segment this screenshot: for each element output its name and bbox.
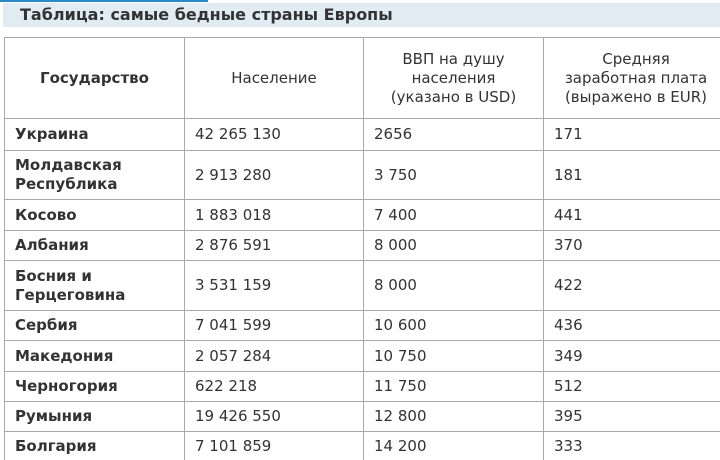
- salary-cell: 422: [543, 260, 720, 311]
- table-row: Македония 2 057 284 10 750 349: [4, 340, 720, 372]
- salary-cell: 333: [543, 431, 720, 460]
- gdp-cell: 8 000: [363, 260, 544, 311]
- country-cell: Албания: [4, 230, 185, 261]
- country-cell: Косово: [4, 199, 185, 231]
- population-cell: 19 426 550: [184, 401, 364, 432]
- population-cell: 2 913 280: [184, 150, 364, 200]
- salary-cell: 441: [543, 199, 720, 231]
- population-cell: 3 531 159: [184, 260, 364, 311]
- table-row: Черногория 622 218 11 750 512: [4, 371, 720, 402]
- population-cell: 2 057 284: [184, 340, 364, 372]
- title-bar: Таблица: самые бедные страны Европы: [3, 3, 720, 27]
- header-gdp: ВВП на душу населения (указано в USD): [363, 37, 544, 119]
- header-country: Государство: [4, 37, 185, 119]
- gdp-cell: 2656: [363, 118, 544, 151]
- salary-cell: 181: [543, 150, 720, 200]
- country-cell: Украина: [4, 118, 185, 151]
- country-cell: Сербия: [4, 310, 185, 341]
- table-row: Косово 1 883 018 7 400 441: [4, 199, 720, 231]
- salary-cell: 436: [543, 310, 720, 341]
- salary-cell: 395: [543, 401, 720, 432]
- table-row: Украина 42 265 130 2656 171: [4, 118, 720, 151]
- table-row: Сербия 7 041 599 10 600 436: [4, 310, 720, 341]
- salary-cell: 349: [543, 340, 720, 372]
- gdp-cell: 3 750: [363, 150, 544, 200]
- table-row: Румыния 19 426 550 12 800 395: [4, 401, 720, 432]
- population-cell: 7 041 599: [184, 310, 364, 341]
- table-row: Албания 2 876 591 8 000 370: [4, 230, 720, 261]
- salary-cell: 370: [543, 230, 720, 261]
- table-row: Босния и Герцеговина 3 531 159 8 000 422: [4, 260, 720, 311]
- gdp-cell: 10 600: [363, 310, 544, 341]
- population-cell: 7 101 859: [184, 431, 364, 460]
- header-row: Государство Население ВВП на душу населе…: [4, 37, 720, 119]
- country-cell: Румыния: [4, 401, 185, 432]
- header-population: Население: [184, 37, 364, 119]
- country-cell: Болгария: [4, 431, 185, 460]
- country-cell: Македония: [4, 340, 185, 372]
- population-cell: 2 876 591: [184, 230, 364, 261]
- salary-cell: 171: [543, 118, 720, 151]
- gdp-cell: 10 750: [363, 340, 544, 372]
- table-row: Болгария 7 101 859 14 200 333: [4, 431, 720, 460]
- gdp-cell: 14 200: [363, 431, 544, 460]
- gdp-cell: 7 400: [363, 199, 544, 231]
- gdp-cell: 8 000: [363, 230, 544, 261]
- country-cell: Босния и Герцеговина: [4, 260, 185, 311]
- gdp-cell: 12 800: [363, 401, 544, 432]
- table-row: Молдавская Республика 2 913 280 3 750 181: [4, 150, 720, 200]
- table-title: Таблица: самые бедные страны Европы: [20, 5, 393, 24]
- gdp-cell: 11 750: [363, 371, 544, 402]
- header-salary: Средняя заработная плата (выражено в EUR…: [543, 37, 720, 119]
- country-cell: Черногория: [4, 371, 185, 402]
- poorest-countries-table: Государство Население ВВП на душу населе…: [4, 37, 720, 460]
- population-cell: 622 218: [184, 371, 364, 402]
- population-cell: 1 883 018: [184, 199, 364, 231]
- country-cell: Молдавская Республика: [4, 150, 185, 200]
- population-cell: 42 265 130: [184, 118, 364, 151]
- salary-cell: 512: [543, 371, 720, 402]
- top-accent-line: [0, 0, 208, 2]
